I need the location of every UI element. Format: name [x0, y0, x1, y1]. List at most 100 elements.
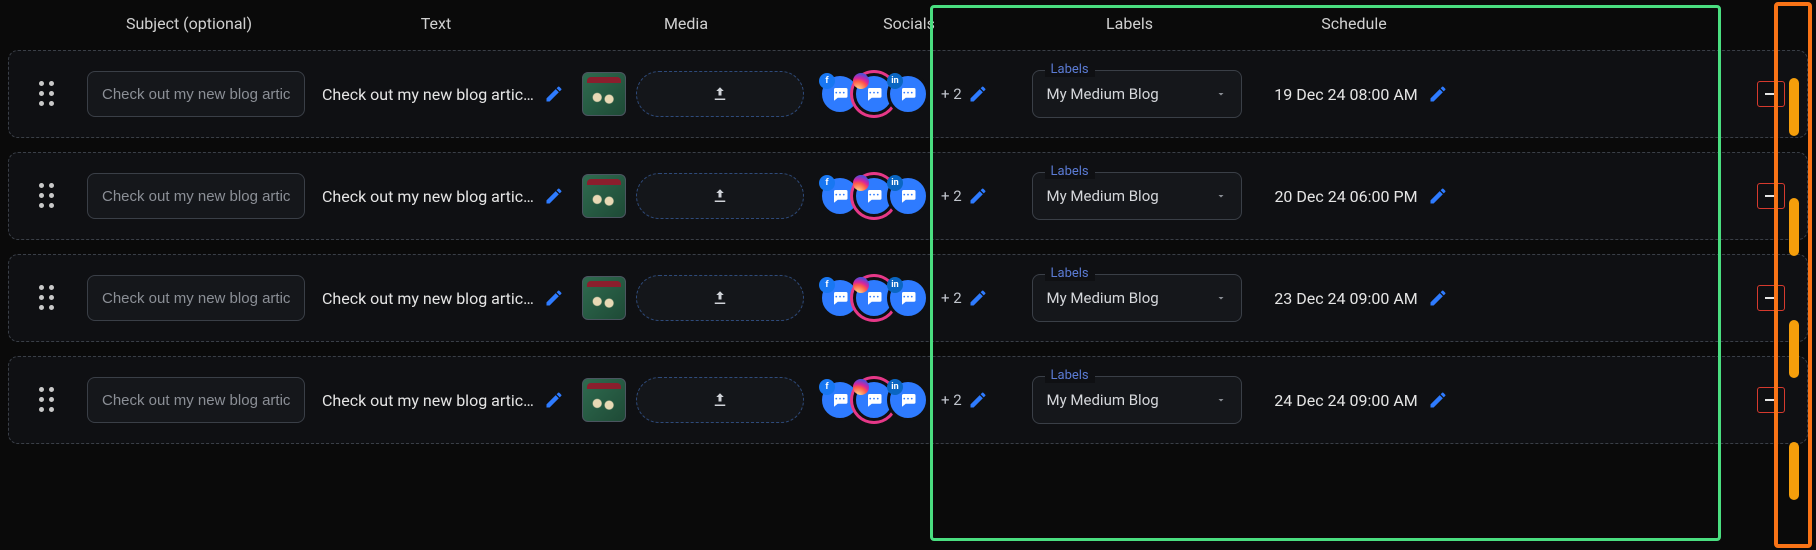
facebook-badge-icon: f — [819, 379, 835, 395]
socials-more-count: + 2 — [941, 85, 962, 103]
social-avatars[interactable]: f in — [819, 175, 929, 217]
drag-handle[interactable] — [15, 81, 79, 107]
social-avatars[interactable]: f in — [819, 73, 929, 115]
social-avatar-linkedin[interactable]: in — [887, 379, 929, 421]
chat-icon — [864, 391, 884, 409]
social-avatars[interactable]: f in — [819, 277, 929, 319]
socials-more-count: + 2 — [941, 391, 962, 409]
labels-value: My Medium Blog — [1047, 187, 1215, 205]
subject-input[interactable] — [87, 275, 305, 321]
minus-icon — [1765, 93, 1777, 95]
edit-text-icon[interactable] — [544, 288, 564, 308]
labels-value: My Medium Blog — [1047, 85, 1215, 103]
instagram-badge-icon — [853, 73, 869, 89]
edit-socials-icon[interactable] — [968, 288, 988, 308]
edit-text-icon[interactable] — [544, 186, 564, 206]
minus-icon — [1765, 195, 1777, 197]
labels-floating-label: Labels — [1045, 266, 1095, 281]
table-row: Check out my new blog articl… f in — [8, 152, 1808, 240]
chat-icon — [898, 289, 918, 307]
subject-input[interactable] — [87, 377, 305, 423]
grip-icon — [39, 81, 55, 107]
labels-value: My Medium Blog — [1047, 289, 1215, 307]
upload-icon — [711, 187, 729, 205]
chat-icon — [898, 85, 918, 103]
remove-row-button[interactable] — [1757, 183, 1785, 209]
edit-schedule-icon[interactable] — [1428, 84, 1448, 104]
upload-icon — [711, 391, 729, 409]
remove-row-button[interactable] — [1757, 285, 1785, 311]
media-thumbnail[interactable] — [582, 378, 626, 422]
labels-select[interactable]: Labels My Medium Blog — [1032, 70, 1242, 118]
upload-media-button[interactable] — [636, 71, 804, 117]
edit-schedule-icon[interactable] — [1428, 186, 1448, 206]
grip-icon — [39, 285, 55, 311]
social-avatar-linkedin[interactable]: in — [887, 175, 929, 217]
chat-icon — [864, 289, 884, 307]
schedule-value: 24 Dec 24 09:00 AM — [1274, 391, 1417, 410]
instagram-badge-icon — [853, 175, 869, 191]
schedule-value: 20 Dec 24 06:00 PM — [1274, 187, 1417, 206]
edit-text-icon[interactable] — [544, 390, 564, 410]
table-row: Check out my new blog articl… f in — [8, 254, 1808, 342]
header-schedule: Schedule — [1247, 14, 1461, 33]
drag-handle[interactable] — [15, 183, 79, 209]
labels-select[interactable]: Labels My Medium Blog — [1032, 274, 1242, 322]
social-avatar-linkedin[interactable]: in — [887, 73, 929, 115]
upload-icon — [711, 289, 729, 307]
table-row: Check out my new blog articl… f in — [8, 356, 1808, 444]
table-row: Check out my new blog articl… f in — [8, 50, 1808, 138]
upload-media-button[interactable] — [636, 377, 804, 423]
socials-more-count: + 2 — [941, 289, 962, 307]
header-labels: Labels — [1012, 14, 1247, 33]
edit-schedule-icon[interactable] — [1428, 288, 1448, 308]
edit-socials-icon[interactable] — [968, 390, 988, 410]
text-preview: Check out my new blog articl… — [322, 289, 536, 308]
chevron-down-icon — [1215, 292, 1227, 304]
subject-input[interactable] — [87, 173, 305, 219]
linkedin-badge-icon: in — [887, 277, 903, 293]
remove-row-button[interactable] — [1757, 81, 1785, 107]
subject-input[interactable] — [87, 71, 305, 117]
chevron-down-icon — [1215, 394, 1227, 406]
text-preview: Check out my new blog articl… — [322, 187, 536, 206]
labels-select[interactable]: Labels My Medium Blog — [1032, 172, 1242, 220]
chevron-down-icon — [1215, 190, 1227, 202]
text-preview: Check out my new blog articl… — [322, 85, 536, 104]
chevron-down-icon — [1215, 88, 1227, 100]
grip-icon — [39, 387, 55, 413]
labels-select[interactable]: Labels My Medium Blog — [1032, 376, 1242, 424]
upload-media-button[interactable] — [636, 173, 804, 219]
remove-row-button[interactable] — [1757, 387, 1785, 413]
drag-handle[interactable] — [15, 285, 79, 311]
chat-icon — [830, 289, 850, 307]
edit-schedule-icon[interactable] — [1428, 390, 1448, 410]
header-media: Media — [566, 14, 806, 33]
edit-socials-icon[interactable] — [968, 186, 988, 206]
socials-more-count: + 2 — [941, 187, 962, 205]
header-subject: Subject (optional) — [72, 14, 306, 33]
instagram-badge-icon — [853, 277, 869, 293]
schedule-value: 19 Dec 24 08:00 AM — [1274, 85, 1417, 104]
chat-icon — [830, 391, 850, 409]
social-avatars[interactable]: f in — [819, 379, 929, 421]
edit-text-icon[interactable] — [544, 84, 564, 104]
upload-media-button[interactable] — [636, 275, 804, 321]
facebook-badge-icon: f — [819, 175, 835, 191]
instagram-badge-icon — [853, 379, 869, 395]
labels-floating-label: Labels — [1045, 62, 1095, 77]
drag-handle[interactable] — [15, 387, 79, 413]
labels-value: My Medium Blog — [1047, 391, 1215, 409]
media-thumbnail[interactable] — [582, 174, 626, 218]
minus-icon — [1765, 399, 1777, 401]
media-thumbnail[interactable] — [582, 72, 626, 116]
media-thumbnail[interactable] — [582, 276, 626, 320]
table-header: Subject (optional) Text Media Socials La… — [0, 0, 1816, 46]
linkedin-badge-icon: in — [887, 379, 903, 395]
social-avatar-linkedin[interactable]: in — [887, 277, 929, 319]
edit-socials-icon[interactable] — [968, 84, 988, 104]
facebook-badge-icon: f — [819, 277, 835, 293]
chat-icon — [898, 391, 918, 409]
posts-table: Subject (optional) Text Media Socials La… — [0, 0, 1816, 452]
header-text: Text — [306, 14, 566, 33]
